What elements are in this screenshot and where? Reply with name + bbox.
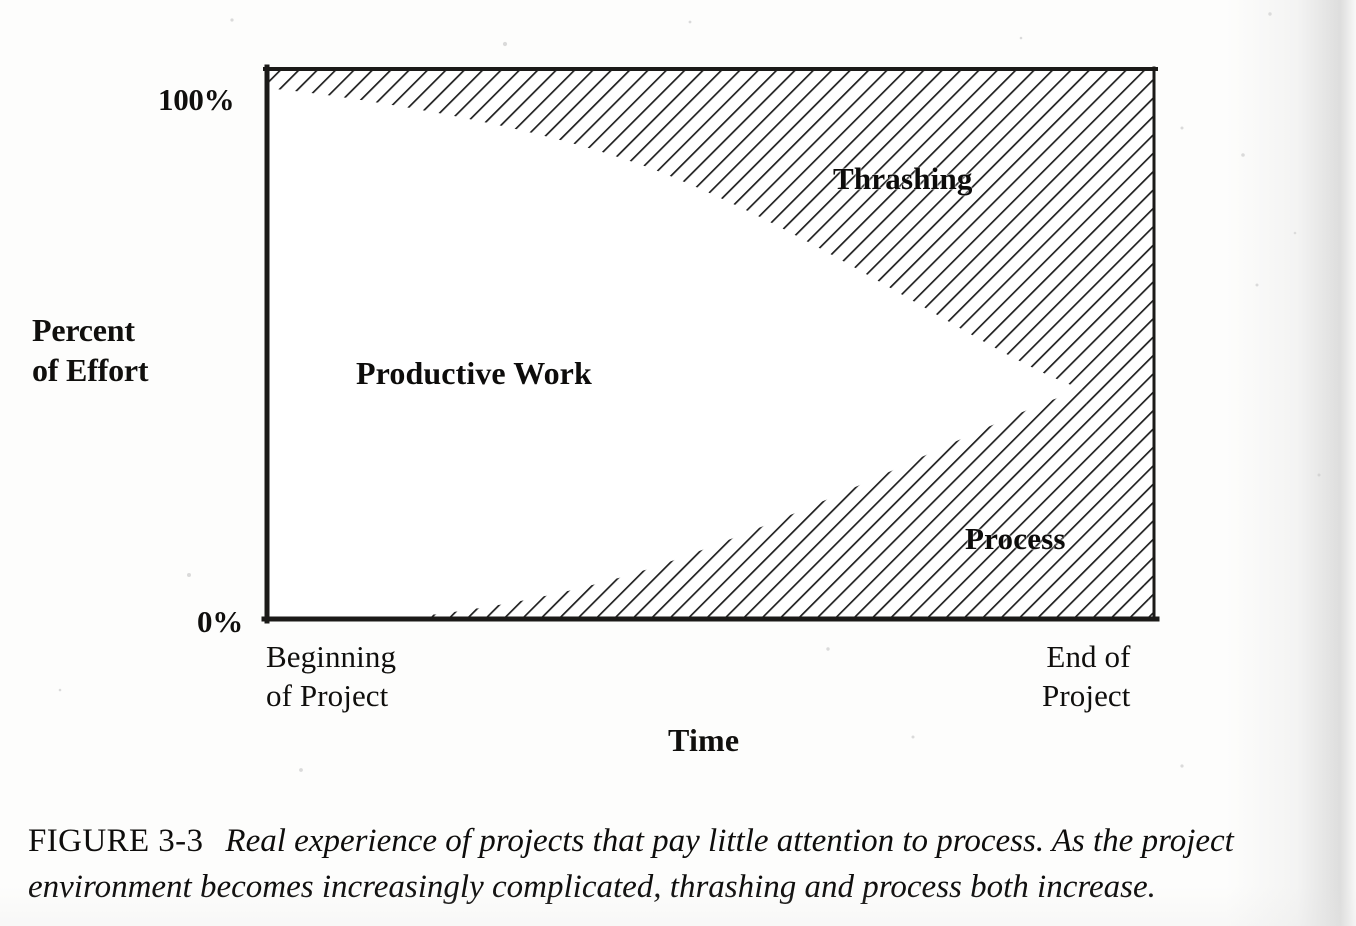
- figure-number: FIGURE 3-3: [28, 823, 204, 859]
- region-label-process: Process: [965, 521, 1066, 556]
- x-axis-tick-end: End of Project: [1042, 637, 1131, 715]
- chart-canvas: [261, 64, 1160, 624]
- y-axis-title-line-1: Percent: [32, 312, 135, 348]
- y-axis-title: Percent of Effort: [32, 310, 149, 390]
- productive-work-region: [265, 88, 1082, 620]
- x-axis-tick-beginning: Beginning of Project: [266, 637, 396, 715]
- x-axis-tick-end-line-2: Project: [1042, 678, 1131, 713]
- region-label-thrashing: Thrashing: [833, 161, 973, 196]
- region-label-productive-work: Productive Work: [356, 355, 592, 391]
- chart-axes: [261, 64, 1160, 624]
- y-axis-tick-100: 100%: [158, 82, 235, 117]
- x-axis-tick-beginning-line-1: Beginning: [266, 639, 397, 674]
- y-axis-tick-0: 0%: [197, 604, 243, 639]
- x-axis-title: Time: [668, 722, 740, 758]
- process-region: [265, 389, 1155, 620]
- x-axis-tick-end-line-1: End of: [1046, 639, 1131, 674]
- x-axis-tick-beginning-line-2: of Project: [266, 678, 389, 713]
- y-axis-title-line-2: of Effort: [32, 352, 149, 388]
- thrashing-region: [265, 68, 1155, 620]
- figure-chart: 100% 0% Percent of Effort Time Beginning o…: [32, 64, 1160, 758]
- figure-caption: FIGURE 3-3 Real experience of projects th…: [28, 818, 1328, 910]
- caption-text: Real experience of projects that pay lit…: [28, 823, 1234, 905]
